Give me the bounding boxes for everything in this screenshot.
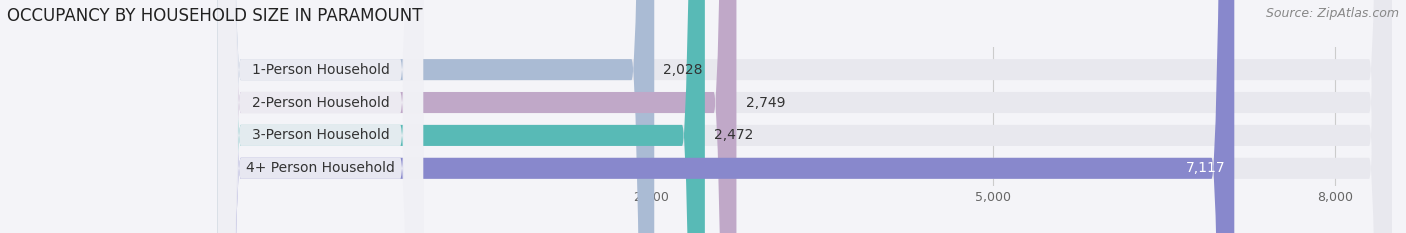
Text: 2-Person Household: 2-Person Household — [252, 96, 389, 110]
FancyBboxPatch shape — [218, 0, 1392, 233]
Text: 1-Person Household: 1-Person Household — [252, 63, 389, 77]
Text: 2,028: 2,028 — [664, 63, 703, 77]
FancyBboxPatch shape — [218, 0, 654, 233]
FancyBboxPatch shape — [218, 0, 423, 233]
FancyBboxPatch shape — [218, 0, 1234, 233]
FancyBboxPatch shape — [218, 0, 1392, 233]
FancyBboxPatch shape — [218, 0, 423, 233]
Text: Source: ZipAtlas.com: Source: ZipAtlas.com — [1265, 7, 1399, 20]
Text: 3-Person Household: 3-Person Household — [252, 128, 389, 142]
Text: 4+ Person Household: 4+ Person Household — [246, 161, 395, 175]
FancyBboxPatch shape — [218, 0, 423, 233]
Text: OCCUPANCY BY HOUSEHOLD SIZE IN PARAMOUNT: OCCUPANCY BY HOUSEHOLD SIZE IN PARAMOUNT — [7, 7, 423, 25]
FancyBboxPatch shape — [218, 0, 1392, 233]
FancyBboxPatch shape — [218, 0, 704, 233]
Text: 7,117: 7,117 — [1185, 161, 1225, 175]
FancyBboxPatch shape — [218, 0, 423, 233]
Text: 2,749: 2,749 — [745, 96, 785, 110]
Text: 2,472: 2,472 — [714, 128, 754, 142]
FancyBboxPatch shape — [218, 0, 1392, 233]
FancyBboxPatch shape — [218, 0, 737, 233]
